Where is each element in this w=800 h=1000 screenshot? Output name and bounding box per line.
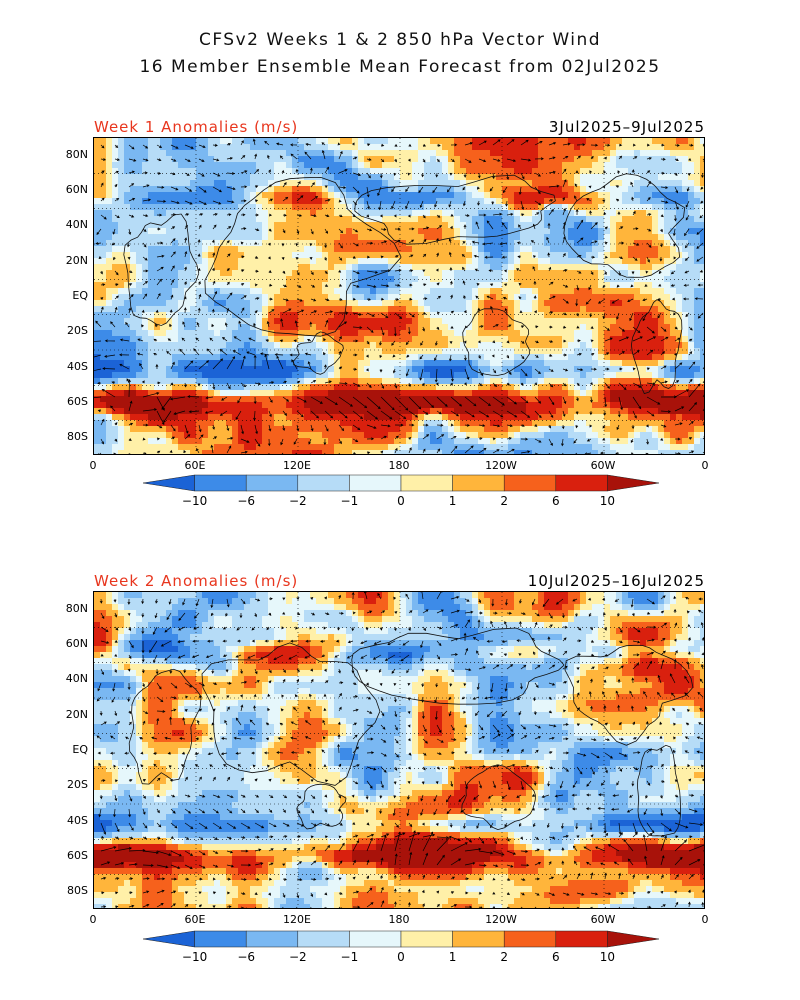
week1-lon-tick-label: 120E — [283, 459, 311, 472]
week2-svg — [94, 592, 704, 908]
week2-lon-tick-label: 60E — [184, 913, 206, 926]
week2-wind-vectors — [96, 592, 704, 908]
colorbar-week1-swatch — [452, 474, 505, 492]
week1-lat-tick-label: 20S — [67, 324, 88, 338]
colorbar-week2-label: −2 — [288, 950, 307, 964]
colorbar-week2-swatch — [555, 930, 608, 948]
panel2-date-range: 10Jul2025–16Jul2025 — [527, 572, 705, 590]
week2-lat-tick-label: 80S — [67, 884, 88, 898]
week2-lon-tick-label: 120W — [485, 913, 517, 926]
week1-lat-tick-label: 80S — [67, 430, 88, 444]
colorbar-week2-label: 1 — [448, 950, 457, 964]
colorbar-week2-label: −6 — [237, 950, 256, 964]
colorbar-week2-label: 10 — [599, 950, 616, 964]
colorbar-week2-swatch — [297, 930, 350, 948]
week1-lat-tick-label: 20N — [65, 253, 88, 267]
week1-lat-tick-label: 60S — [67, 395, 88, 408]
week2-lat-tick-label: 40N — [65, 672, 88, 686]
colorbar-week1-swatch — [245, 474, 299, 492]
panel1-date-range: 3Jul2025–9Jul2025 — [548, 118, 705, 136]
week2-lon-tick-label: 180 — [388, 913, 410, 926]
week1-lat-tick-label: 60N — [65, 183, 88, 196]
colorbar-week1-label: 10 — [599, 494, 616, 508]
week2-lon-tick-label: 60W — [590, 913, 616, 926]
colorbar-week1-label: 0 — [397, 494, 405, 508]
colorbar-week1-label: 6 — [551, 494, 560, 508]
week1-lon-tick-label: 60W — [590, 459, 616, 472]
colorbar-week2-swatch — [503, 930, 557, 948]
colorbar-week1-swatch — [194, 474, 247, 492]
week2-lat-tick-label: 60S — [67, 849, 88, 862]
colorbar-week2-label: 0 — [397, 950, 405, 964]
panel1-label: Week 1 Anomalies (m/s) — [94, 118, 299, 136]
colorbar-week2-swatch — [452, 930, 505, 948]
week2-anomaly-map — [93, 591, 705, 909]
week2-lat-tick-label: 20N — [65, 707, 88, 721]
week2-lon-tick-label: 120E — [283, 913, 311, 926]
week2-lat-tick-label: 40S — [67, 813, 88, 827]
colorbar-week2-label: 2 — [500, 950, 508, 964]
week1-shading — [94, 138, 704, 454]
colorbar-week1-label: 1 — [448, 494, 457, 508]
week2-lon-tick-label: 0 — [701, 913, 709, 926]
colorbar-week1-label: 2 — [500, 494, 508, 508]
week2-lat-tick-label: EQ — [72, 743, 88, 756]
colorbar-week2-swatch — [245, 930, 299, 948]
colorbar-week1-swatch — [143, 474, 195, 492]
colorbar-week2-swatch — [607, 930, 659, 948]
week2-shading — [94, 592, 704, 908]
colorbar-week1-swatch — [297, 474, 350, 492]
colorbar-week2-label: −1 — [340, 950, 359, 964]
week1-coastlines — [123, 173, 686, 395]
colorbar-week2-label: 6 — [551, 950, 560, 964]
colorbar-week1-label: −10 — [181, 494, 208, 508]
week1-lat-tick-label: 40S — [67, 359, 88, 373]
colorbar-week1-swatch — [555, 474, 608, 492]
colorbar-week1-label: −1 — [340, 494, 359, 508]
colorbar-week2-swatch — [194, 930, 247, 948]
panel2-label: Week 2 Anomalies (m/s) — [94, 572, 299, 590]
colorbar-week2 — [143, 930, 659, 948]
week2-lon-tick-label: 0 — [89, 913, 97, 926]
week1-svg — [94, 138, 704, 454]
week2-lat-tick-label: 80N — [65, 601, 88, 615]
week2-coastlines — [128, 627, 694, 837]
colorbar-week1-swatch — [607, 474, 659, 492]
colorbar-week2-label: −10 — [181, 950, 208, 964]
week1-lat-tick-label: 80N — [65, 147, 88, 161]
week2-lat-tick-label: 20S — [67, 778, 88, 792]
week1-lon-tick-label: 120W — [485, 459, 517, 472]
week1-lon-tick-label: 180 — [388, 459, 410, 472]
week1-anomaly-map — [93, 137, 705, 455]
week1-lon-tick-label: 60E — [184, 459, 206, 472]
colorbar-week1-swatch — [400, 474, 453, 492]
week1-lat-tick-label: 40N — [65, 218, 88, 232]
colorbar-week2-swatch — [400, 930, 453, 948]
week2-lat-tick-label: 60N — [65, 637, 88, 650]
chart-title: CFSv2 Weeks 1 & 2 850 hPa Vector Wind — [198, 30, 602, 50]
colorbar-week1 — [143, 474, 659, 492]
colorbar-week1-swatch — [503, 474, 557, 492]
colorbar-week2-swatch — [143, 930, 195, 948]
week1-lon-tick-label: 0 — [89, 459, 97, 472]
chart-subtitle: 16 Member Ensemble Mean Forecast from 02… — [139, 57, 661, 77]
week1-lon-tick-label: 0 — [701, 459, 709, 472]
week1-lat-tick-label: EQ — [72, 289, 88, 302]
colorbar-week1-label: −6 — [237, 494, 256, 508]
colorbar-week1-swatch — [349, 474, 402, 492]
colorbar-week1-label: −2 — [288, 494, 307, 508]
colorbar-week2-swatch — [349, 930, 402, 948]
